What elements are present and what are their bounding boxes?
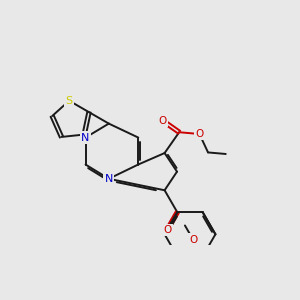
Text: N: N xyxy=(81,133,90,142)
Text: O: O xyxy=(158,116,166,126)
Text: O: O xyxy=(189,235,197,245)
Text: S: S xyxy=(66,96,73,106)
Text: O: O xyxy=(163,225,171,235)
Text: O: O xyxy=(195,129,204,139)
Text: N: N xyxy=(105,174,113,184)
